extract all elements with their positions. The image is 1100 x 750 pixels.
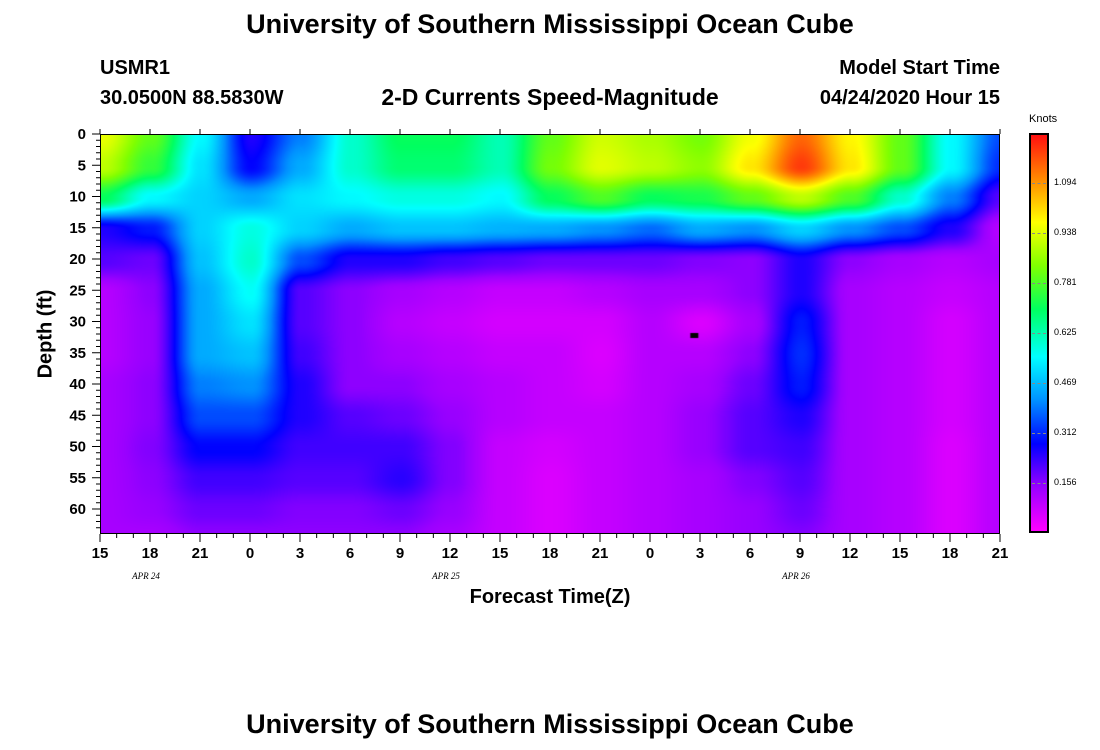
x-tick-label: 0 xyxy=(646,545,654,562)
x-tick-label: 21 xyxy=(992,545,1009,562)
colorbar-tick-label: 1.094 xyxy=(1054,176,1077,187)
colorbar-tick-mark xyxy=(1032,333,1046,334)
date-label: APR 24 xyxy=(131,571,160,581)
colorbar-tick-mark xyxy=(1032,433,1046,435)
x-tick-label: 18 xyxy=(542,545,559,562)
colorbar-tick-label: 0.938 xyxy=(1054,226,1077,237)
x-tick-label: 3 xyxy=(296,545,304,562)
x-tick-label: 6 xyxy=(346,545,354,562)
x-tick-label: 21 xyxy=(592,545,609,562)
colorbar-tick-mark xyxy=(1032,283,1046,285)
colorbar-tick-mark xyxy=(1032,232,1046,234)
x-tick-label: 15 xyxy=(92,545,109,562)
y-tick-label: 15 xyxy=(69,220,86,237)
x-tick-label: 21 xyxy=(192,545,209,562)
colorbar-tick-label: 0.625 xyxy=(1054,327,1077,337)
x-tick-label: 0 xyxy=(246,545,254,562)
colorbar-tick-label: 0.156 xyxy=(1054,477,1077,488)
y-tick-label: 10 xyxy=(69,189,86,206)
x-axis-label: Forecast Time(Z) xyxy=(469,586,631,608)
y-tick-label: 30 xyxy=(69,314,86,331)
station-id: USMR1 xyxy=(100,57,171,79)
model-start-time: 04/24/2020 Hour 15 xyxy=(819,87,1000,109)
colorbar-tick-label: 0.312 xyxy=(1054,427,1077,438)
x-tick-label: 12 xyxy=(442,545,459,562)
model-start-label: Model Start Time xyxy=(839,57,1000,79)
y-tick-label: 35 xyxy=(69,345,86,362)
colorbar-tick-label: 0.469 xyxy=(1054,376,1077,387)
x-tick-label: 6 xyxy=(746,545,754,562)
heatmap-canvas xyxy=(101,135,999,533)
y-tick-label: 5 xyxy=(78,157,86,174)
y-axis-label: Depth (ft) xyxy=(34,289,57,379)
y-tick-label: 0 xyxy=(78,126,86,143)
heatmap-plot-area xyxy=(100,134,1000,534)
x-tick-label: 3 xyxy=(696,545,704,562)
x-tick-label: 18 xyxy=(942,545,959,562)
y-tick-label: 25 xyxy=(69,282,86,299)
x-tick-label: 12 xyxy=(842,545,859,562)
colorbar-tick-mark xyxy=(1032,483,1046,485)
y-tick-label: 40 xyxy=(69,376,86,393)
y-tick-label: 45 xyxy=(69,407,86,424)
x-tick-label: 9 xyxy=(396,545,404,562)
x-tick-label: 9 xyxy=(796,545,804,562)
y-tick-label: 60 xyxy=(69,501,86,518)
page-title: University of Southern Mississippi Ocean… xyxy=(246,9,854,39)
colorbar-tick-mark xyxy=(1032,182,1046,184)
date-label: APR 25 xyxy=(431,571,460,581)
y-tick-label: 55 xyxy=(69,470,86,487)
colorbar-tick-label: 0.781 xyxy=(1054,277,1077,288)
station-coordinates: 30.0500N 88.5830W xyxy=(100,87,284,109)
date-label: APR 26 xyxy=(781,571,810,581)
footer-title: University of Southern Mississippi Ocean… xyxy=(246,709,854,739)
y-tick-label: 20 xyxy=(69,251,86,268)
x-tick-label: 15 xyxy=(492,545,509,562)
y-tick-label: 50 xyxy=(69,439,86,456)
x-tick-label: 15 xyxy=(892,545,909,562)
colorbar-unit: Knots xyxy=(1029,113,1058,125)
x-tick-label: 18 xyxy=(142,545,159,562)
chart-subtitle: 2-D Currents Speed-Magnitude xyxy=(381,84,719,110)
colorbar-tick-mark xyxy=(1032,382,1046,384)
